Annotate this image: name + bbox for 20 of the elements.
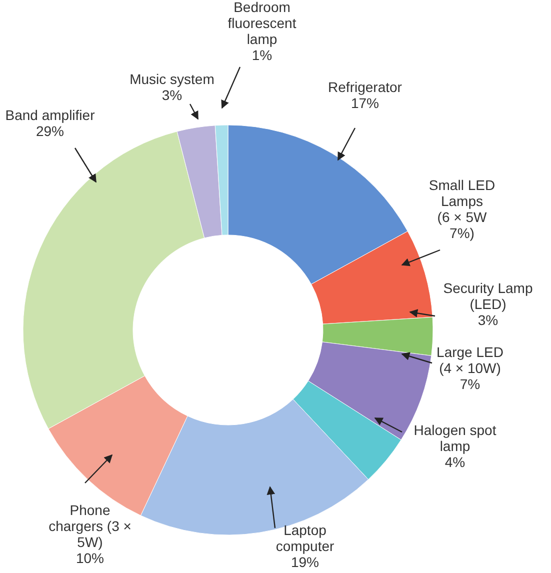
slice-label: Music system <box>130 71 214 87</box>
data-label: 3% <box>162 87 182 103</box>
slice-label: Large LED (4 × 10W) <box>436 344 504 376</box>
data-label: 17% <box>350 95 380 111</box>
data-label: 7%) <box>450 225 474 241</box>
slice-label: Small LED Lamps (6 × 5W <box>428 177 496 225</box>
data-label: 7% <box>460 376 480 392</box>
data-label: 10% <box>76 550 104 566</box>
slice-label: Band amplifier <box>5 107 96 123</box>
data-label: 3% <box>478 312 498 328</box>
data-label: 4% <box>444 454 466 470</box>
data-label: 19% <box>290 554 320 570</box>
slice-label: Bedroom fluorescent lamp <box>228 0 296 47</box>
data-label: 29% <box>36 123 64 139</box>
slice-label: Halogen spot lamp <box>414 422 496 454</box>
slice-label: Refrigerator <box>328 79 402 95</box>
data-label: 1% <box>252 47 272 63</box>
slice-label: Security Lamp (LED) <box>443 280 533 312</box>
slice-label: Laptop computer <box>276 522 335 554</box>
slice-label: Phone chargers (3 × 5W) <box>48 502 132 550</box>
